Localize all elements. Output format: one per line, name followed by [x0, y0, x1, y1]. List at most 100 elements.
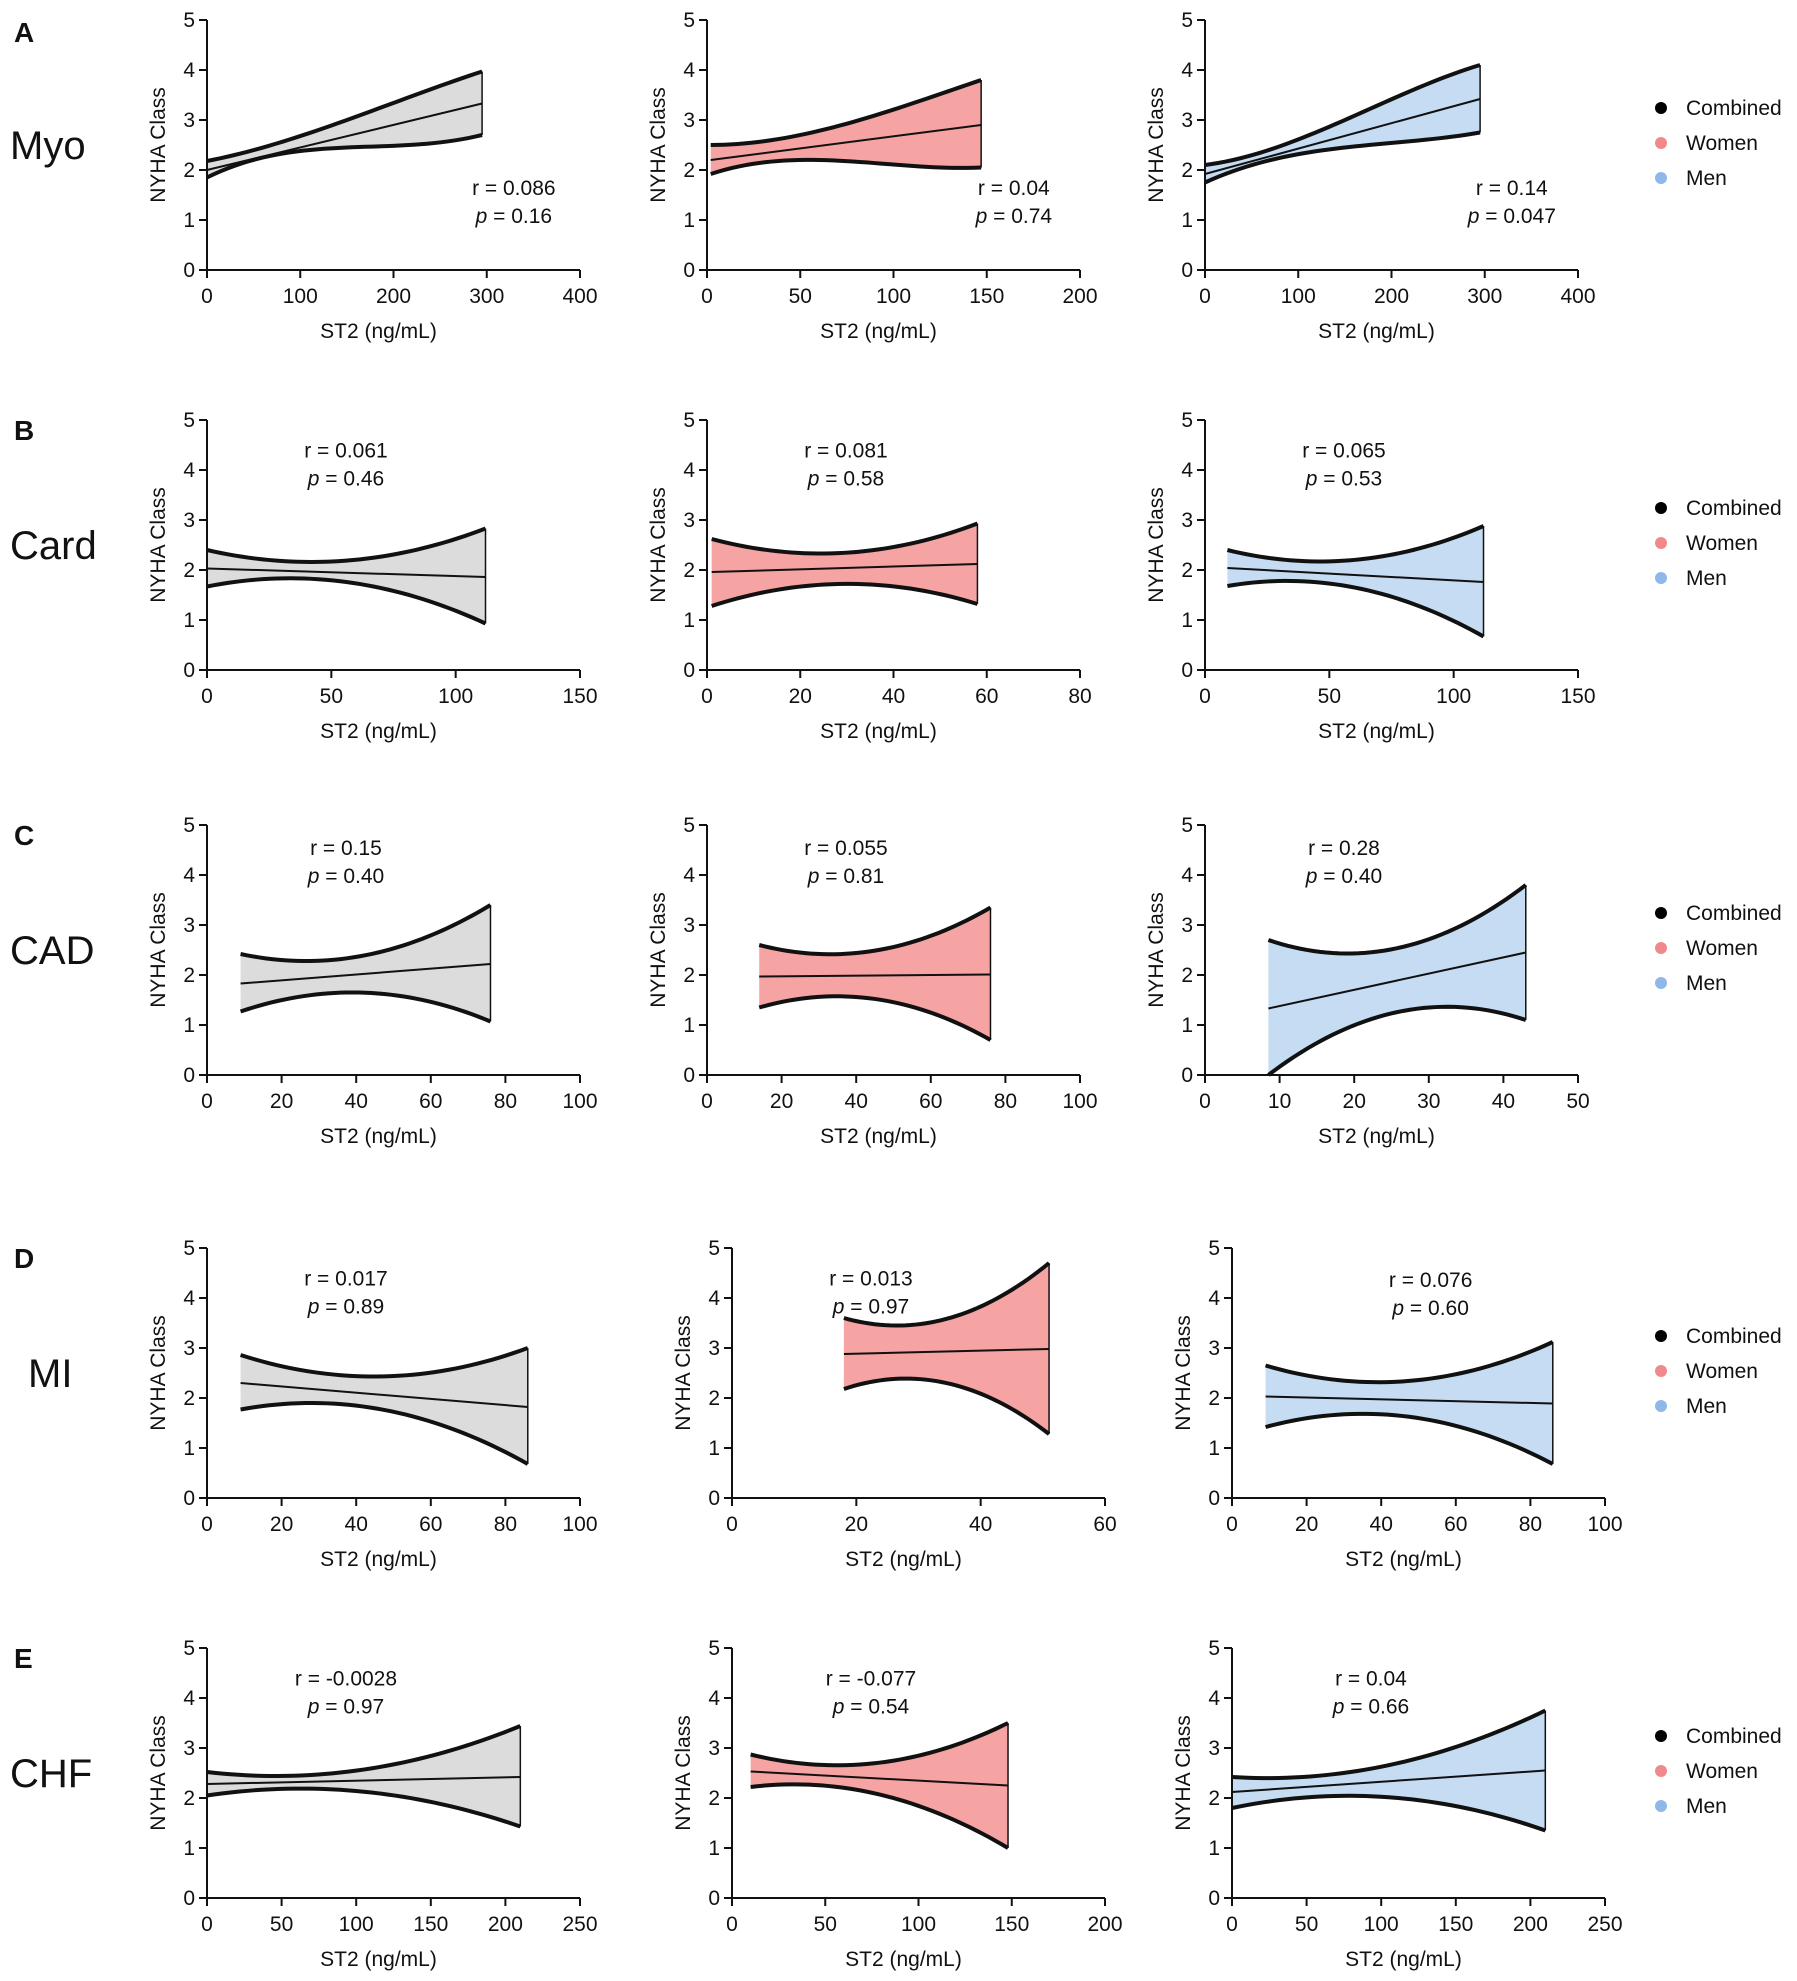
p-symbol: p — [307, 865, 326, 888]
x-tick-label: 100 — [1364, 1913, 1399, 1936]
x-tick-label: 80 — [1519, 1513, 1542, 1536]
legend-marker-men — [1655, 172, 1667, 184]
x-tick-label: 50 — [1566, 1090, 1589, 1113]
r-value: r = 0.15 — [310, 837, 382, 860]
legend-marker-women — [1655, 1365, 1667, 1377]
x-tick-label: 30 — [1417, 1090, 1440, 1113]
legend-label-combined: Combined — [1686, 497, 1782, 520]
lower-ci-line — [239, 990, 492, 1024]
x-tick-label: 100 — [1281, 285, 1316, 308]
lower-ci-line — [206, 576, 487, 626]
confidence-band — [240, 1348, 528, 1464]
p-value-text: = 0.16 — [493, 205, 552, 228]
x-axis-title: ST2 (ng/mL) — [320, 320, 437, 343]
y-tick-label: 0 — [183, 1887, 195, 1910]
p-symbol: p — [1332, 1696, 1351, 1719]
upper-ci-line — [843, 1261, 1051, 1328]
panel-cad-combined: 0 1 2 3 4 5 0 20 40 60 80 100 ST2 (ng/mL) NYHA Class r… — [147, 814, 598, 1148]
upper-ci-line — [1204, 63, 1481, 167]
y-tick-label: 2 — [1181, 964, 1193, 987]
x-axis-title: ST2 (ng/mL) — [845, 1948, 962, 1971]
legend-marker-combined — [1655, 102, 1667, 114]
x-tick-label: 50 — [270, 1913, 293, 1936]
row-label: MI — [28, 1352, 72, 1396]
legend-label-women: Women — [1686, 532, 1758, 555]
confidence-band — [1227, 526, 1484, 637]
x-tick-label: 40 — [345, 1090, 368, 1113]
p-value: p = 0.60 — [1391, 1297, 1469, 1320]
y-axis-title: NYHA Class — [672, 1315, 695, 1431]
fit-line — [750, 1770, 1009, 1787]
p-value-text: = 0.46 — [325, 468, 384, 491]
y-tick-label: 2 — [1181, 159, 1193, 182]
y-tick-label: 2 — [1208, 1387, 1220, 1410]
legend-marker-men — [1655, 1400, 1667, 1412]
y-tick-label: 1 — [183, 209, 195, 232]
y-tick-label: 5 — [683, 409, 695, 432]
y-tick-label: 3 — [183, 914, 195, 937]
panel-card-women: 0 1 2 3 4 5 0 20 40 60 80 ST2 (ng/mL) NYHA Class r = … — [647, 409, 1092, 743]
legend-marker-combined — [1655, 907, 1667, 919]
p-symbol: p — [1391, 1297, 1410, 1320]
y-tick-label: 0 — [683, 1064, 695, 1087]
x-tick-label: 40 — [1370, 1513, 1393, 1536]
p-symbol: p — [307, 1296, 326, 1319]
y-tick-label: 2 — [708, 1787, 720, 1810]
x-tick-label: 20 — [270, 1513, 293, 1536]
x-tick-label: 40 — [1492, 1090, 1515, 1113]
row-label: Card — [10, 524, 97, 568]
x-tick-label: 150 — [1438, 1913, 1473, 1936]
x-tick-label: 0 — [201, 1513, 213, 1536]
legend: Combined Women Men — [1655, 1325, 1782, 1418]
y-tick-label: 2 — [683, 159, 695, 182]
fit-line — [1268, 951, 1526, 1010]
x-tick-label: 0 — [1226, 1913, 1238, 1936]
x-axis-title: ST2 (ng/mL) — [320, 1125, 437, 1148]
r-value: r = 0.04 — [1335, 1668, 1407, 1691]
upper-ci-line — [206, 69, 483, 163]
confidence-band — [1205, 65, 1481, 183]
p-symbol: p — [307, 1696, 326, 1719]
p-value-text: = 0.89 — [325, 1296, 384, 1319]
y-tick-label: 4 — [683, 59, 695, 82]
x-axis-title: ST2 (ng/mL) — [320, 1548, 437, 1571]
y-tick-label: 5 — [683, 9, 695, 32]
legend: Combined Women Men — [1655, 902, 1782, 995]
legend-label-men: Men — [1686, 1395, 1727, 1418]
upper-ci-line — [758, 905, 992, 957]
y-tick-label: 3 — [708, 1737, 720, 1760]
p-symbol: p — [475, 205, 494, 228]
y-tick-label: 2 — [183, 1787, 195, 1810]
y-axis-title: NYHA Class — [147, 87, 170, 203]
x-tick-label: 60 — [419, 1513, 442, 1536]
y-tick-label: 5 — [708, 1237, 720, 1260]
panel-letter-a: A — [14, 17, 34, 48]
y-tick-label: 1 — [183, 609, 195, 632]
p-value: p = 0.53 — [1305, 468, 1383, 491]
y-tick-label: 5 — [183, 1237, 195, 1260]
x-tick-label: 100 — [876, 285, 911, 308]
upper-ci-line — [1231, 1708, 1547, 1781]
upper-ci-line — [239, 1346, 529, 1379]
x-tick-label: 100 — [562, 1513, 597, 1536]
y-tick-label: 4 — [708, 1687, 720, 1710]
x-tick-label: 300 — [469, 285, 504, 308]
legend-marker-men — [1655, 1800, 1667, 1812]
fit-line — [240, 1382, 528, 1408]
lower-ci-line — [843, 1376, 1051, 1436]
legend-label-women: Women — [1686, 132, 1758, 155]
y-tick-label: 4 — [1208, 1287, 1220, 1310]
x-tick-label: 60 — [1444, 1513, 1467, 1536]
x-tick-label: 60 — [975, 685, 998, 708]
y-tick-label: 1 — [1208, 1837, 1220, 1860]
y-tick-label: 0 — [1181, 1064, 1193, 1087]
x-axis-title: ST2 (ng/mL) — [320, 1948, 437, 1971]
fit-line — [206, 102, 483, 171]
y-tick-label: 3 — [1181, 109, 1193, 132]
y-tick-label: 3 — [1208, 1737, 1220, 1760]
lower-ci-line — [1231, 1793, 1546, 1833]
x-tick-label: 250 — [562, 1913, 597, 1936]
r-value: r = 0.055 — [804, 837, 887, 860]
legend-marker-women — [1655, 1765, 1667, 1777]
fit-line — [240, 963, 491, 985]
